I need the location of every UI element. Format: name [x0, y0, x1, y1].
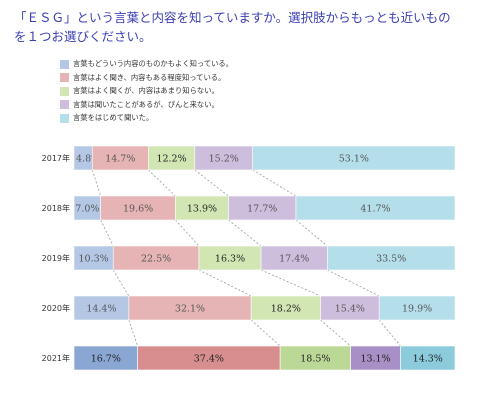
- data-label: 12.2%: [156, 154, 186, 165]
- legend-label-3: 言葉はよく聞くが、内容はあまり知らない。: [73, 86, 219, 96]
- connector-line: [260, 269, 321, 297]
- bar-group-2021年: 2021年 16.7% 37.4% 18.5% 13.1% 14.3%: [42, 345, 456, 371]
- connector-line: [91, 169, 102, 197]
- data-label: 16.7%: [91, 354, 121, 365]
- bar-group-2017年: 2017年 4.8% 14.7% 12.2% 15.2% 53.1%: [42, 145, 456, 171]
- data-label: 13.9%: [187, 204, 217, 215]
- bar-segment: [137, 345, 281, 371]
- legend-item-4: 言葉は聞いたことがあるが、ぴんと来ない。: [60, 99, 233, 111]
- category-label: 2020年: [42, 303, 70, 313]
- connector-line: [100, 219, 114, 247]
- bar-segment: [279, 345, 351, 371]
- data-label: 13.1%: [360, 354, 390, 365]
- connector-line: [148, 169, 176, 197]
- bar-segment: [73, 295, 130, 321]
- chart-title: 「ＥＳＧ」という言葉と内容を知っていますか。選択肢からもっとも近いもの を１つお…: [14, 8, 484, 46]
- chart-title-line-2: を１つお選びください。: [14, 29, 152, 44]
- legend-item-2: 言葉はよく聞き、内容もある程度知っている。: [60, 72, 233, 84]
- bar-segment: [400, 345, 456, 371]
- data-label: 4.8%: [76, 154, 100, 165]
- legend-label-5: 言葉をはじめて聞いた。: [73, 113, 154, 123]
- legend-swatch-5: [60, 113, 69, 123]
- bar-group-2020年: 2020年 14.4% 32.1% 18.2% 15.4% 19.9%: [42, 295, 456, 321]
- connector-line: [252, 169, 297, 197]
- connector-line: [378, 319, 401, 347]
- data-label: 37.4%: [194, 354, 224, 365]
- bar-segment: [73, 345, 138, 371]
- bar-segment: [175, 195, 229, 221]
- category-label: 2019年: [42, 253, 70, 263]
- data-label: 17.4%: [279, 254, 309, 265]
- bar-segment: [73, 195, 102, 221]
- bar-segment: [252, 145, 456, 171]
- data-label: 53.1%: [339, 154, 369, 165]
- bar-segment: [260, 245, 328, 271]
- bar-segment: [73, 245, 114, 271]
- legend-label-4: 言葉は聞いたことがあるが、ぴんと来ない。: [73, 99, 219, 109]
- bar-segment: [128, 295, 252, 321]
- data-label: 41.7%: [360, 204, 390, 215]
- connector-line: [194, 169, 229, 197]
- legend-item-1: 言葉もどういう内容のものかもよく知っている。: [60, 58, 233, 70]
- data-label: 16.3%: [215, 254, 245, 265]
- data-label: 32.1%: [175, 304, 205, 315]
- data-label: 15.4%: [335, 304, 365, 315]
- series-connector-lines: [91, 169, 401, 347]
- connector-line: [320, 319, 351, 347]
- data-label: 7.0%: [75, 204, 99, 215]
- category-label: 2017年: [42, 153, 70, 163]
- data-label: 18.5%: [300, 354, 330, 365]
- data-label: 19.9%: [402, 304, 432, 315]
- chart-legend: 言葉もどういう内容のものかもよく知っている。 言葉はよく聞き、内容もある程度知って…: [60, 58, 233, 126]
- connector-line: [128, 319, 139, 347]
- data-label: 22.5%: [141, 254, 171, 265]
- connector-line: [175, 219, 200, 247]
- data-label: 17.7%: [247, 204, 277, 215]
- data-label: 10.3%: [79, 254, 109, 265]
- legend-swatch-1: [60, 59, 69, 69]
- legend-label-2: 言葉はよく聞き、内容もある程度知っている。: [73, 72, 226, 82]
- bar-segment: [378, 295, 456, 321]
- data-label: 14.3%: [413, 354, 443, 365]
- legend-item-5: 言葉をはじめて聞いた。: [60, 112, 233, 124]
- connector-line: [198, 269, 252, 297]
- data-label: 33.5%: [376, 254, 406, 265]
- bar-segment: [194, 145, 253, 171]
- connector-line: [295, 219, 328, 247]
- bar-segment: [198, 245, 262, 271]
- chart-title-line-1: 「ＥＳＧ」という言葉と内容を知っていますか。選択肢からもっとも近いもの: [14, 10, 451, 25]
- legend-label-1: 言葉もどういう内容のものかもよく知っている。: [73, 59, 234, 68]
- legend-item-3: 言葉はよく聞くが、内容はあまり知らない。: [60, 85, 233, 97]
- data-label: 14.4%: [86, 304, 116, 315]
- connector-line: [112, 269, 130, 297]
- category-label: 2018年: [42, 203, 70, 213]
- connector-line: [250, 319, 281, 347]
- data-label: 19.6%: [123, 204, 153, 215]
- legend-swatch-2: [60, 73, 69, 83]
- category-label: 2021年: [42, 353, 70, 363]
- bar-segment: [148, 145, 196, 171]
- connector-line: [327, 269, 380, 297]
- bar-segment: [228, 195, 297, 221]
- bar-segment: [112, 245, 200, 271]
- legend-swatch-4: [60, 100, 69, 110]
- bar-segment: [250, 295, 321, 321]
- legend-swatch-3: [60, 86, 69, 96]
- bar-segment: [327, 245, 456, 271]
- bar-group-2018年: 2018年 7.0% 19.6% 13.9% 17.7% 41.7%: [42, 195, 456, 221]
- data-label: 15.2%: [209, 154, 239, 165]
- bar-segment: [295, 195, 456, 221]
- bar-segment: [320, 295, 380, 321]
- bar-segment: [350, 345, 401, 371]
- bar-group-2019年: 2019年 10.3% 22.5% 16.3% 17.4% 33.5%: [42, 245, 456, 271]
- data-label: 14.7%: [105, 154, 135, 165]
- data-label: 18.2%: [271, 304, 301, 315]
- connector-line: [228, 219, 262, 247]
